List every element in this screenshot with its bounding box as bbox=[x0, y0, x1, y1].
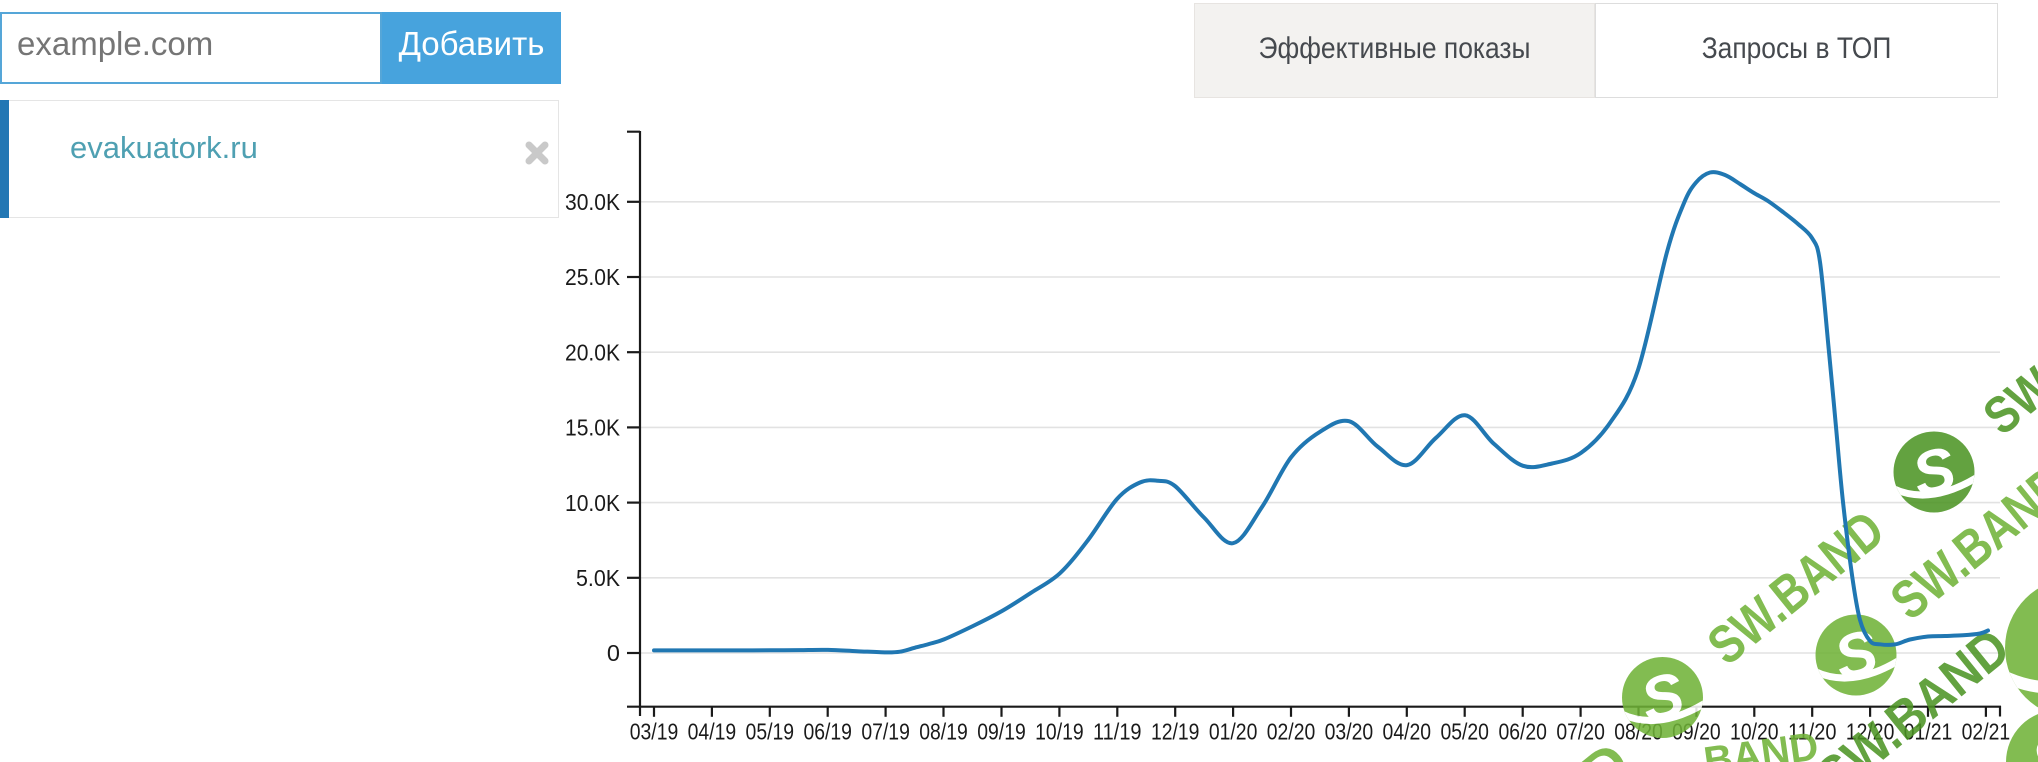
svg-text:05/20: 05/20 bbox=[1440, 719, 1489, 745]
svg-text:08/19: 08/19 bbox=[919, 719, 968, 745]
svg-text:03/20: 03/20 bbox=[1325, 719, 1374, 745]
svg-text:25.0K: 25.0K bbox=[565, 264, 620, 290]
svg-text:01/21: 01/21 bbox=[1904, 719, 1953, 745]
svg-text:04/20: 04/20 bbox=[1383, 719, 1432, 745]
svg-text:10.0K: 10.0K bbox=[565, 490, 620, 516]
svg-text:07/19: 07/19 bbox=[861, 719, 910, 745]
svg-text:06/19: 06/19 bbox=[803, 719, 852, 745]
svg-text:15.0K: 15.0K bbox=[565, 415, 620, 441]
svg-text:11/20: 11/20 bbox=[1788, 719, 1837, 745]
svg-text:04/19: 04/19 bbox=[688, 719, 737, 745]
svg-text:06/20: 06/20 bbox=[1498, 719, 1547, 745]
svg-text:11/19: 11/19 bbox=[1093, 719, 1142, 745]
svg-text:05/19: 05/19 bbox=[746, 719, 795, 745]
svg-text:01/20: 01/20 bbox=[1209, 719, 1258, 745]
svg-text:09/19: 09/19 bbox=[977, 719, 1026, 745]
svg-text:12/20: 12/20 bbox=[1846, 719, 1895, 745]
svg-text:12/19: 12/19 bbox=[1151, 719, 1200, 745]
svg-text:02/21: 02/21 bbox=[1962, 719, 2011, 745]
svg-text:10/20: 10/20 bbox=[1730, 719, 1779, 745]
svg-text:02/20: 02/20 bbox=[1267, 719, 1316, 745]
svg-text:0: 0 bbox=[607, 640, 620, 666]
svg-text:07/20: 07/20 bbox=[1556, 719, 1605, 745]
svg-text:5.0K: 5.0K bbox=[576, 565, 620, 591]
svg-text:20.0K: 20.0K bbox=[565, 339, 620, 365]
svg-text:03/19: 03/19 bbox=[630, 719, 679, 745]
svg-text:SW.BAND: SW.BAND bbox=[1973, 271, 2038, 446]
svg-text:30.0K: 30.0K bbox=[565, 189, 620, 215]
svg-text:10/19: 10/19 bbox=[1035, 719, 1084, 745]
